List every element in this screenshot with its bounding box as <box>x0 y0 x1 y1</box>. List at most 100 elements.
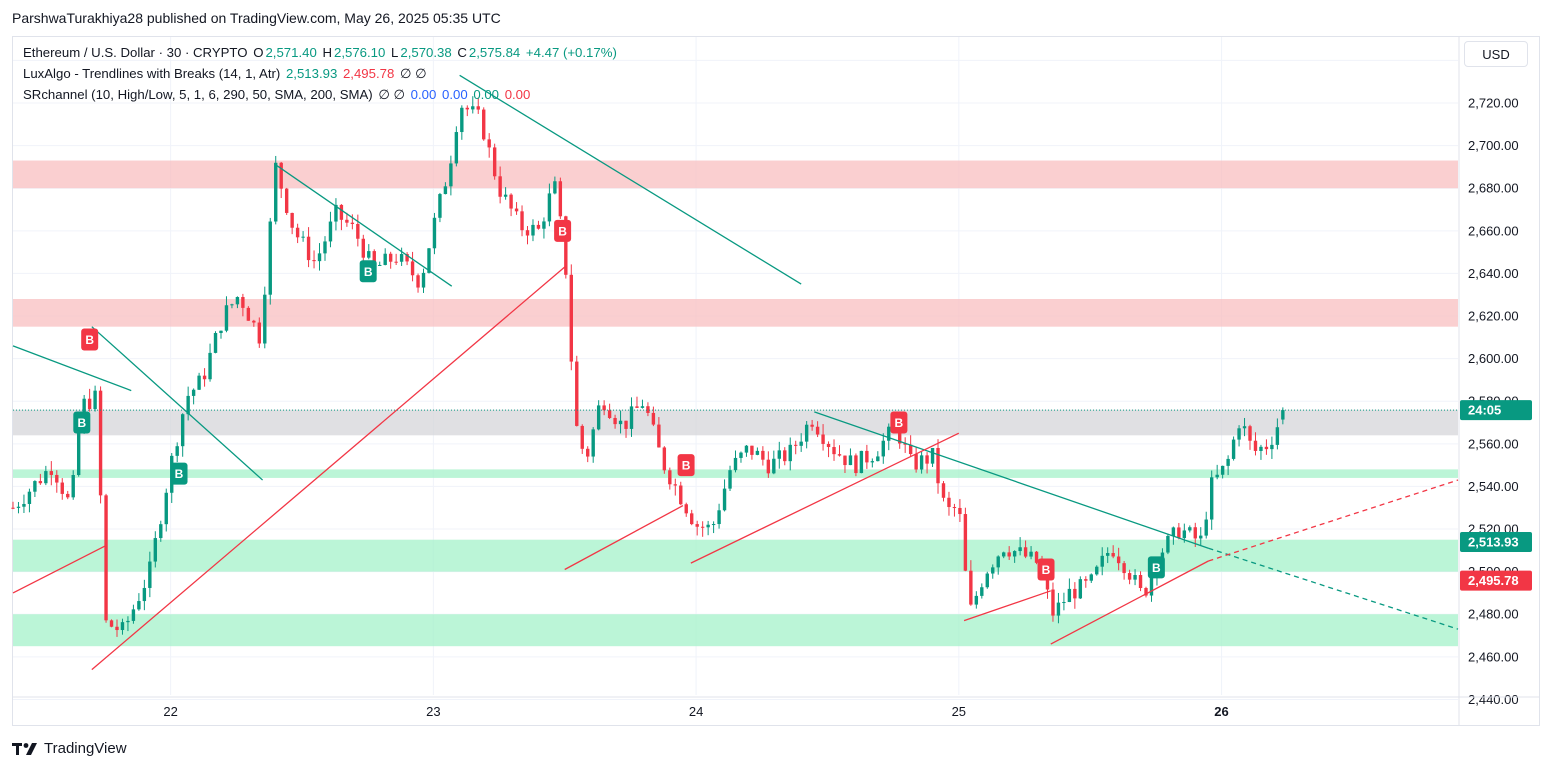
tradingview-brand[interactable]: TradingView <box>12 740 127 757</box>
candle-body <box>115 626 119 631</box>
break-marker-green <box>170 462 188 485</box>
candle-body <box>914 454 918 470</box>
indicator-legend-srchannel[interactable]: SRchannel (10, High/Low, 5, 1, 6, 290, 5… <box>23 87 532 103</box>
indicator-srchannel-name: SRchannel (10, High/Low, 5, 1, 6, 290, 5… <box>23 87 373 102</box>
candle-body <box>1226 458 1230 466</box>
candle-body <box>690 513 694 525</box>
candle-body <box>252 320 256 323</box>
candle-body <box>22 503 26 507</box>
candle-body <box>607 410 612 418</box>
candle-body <box>1193 527 1197 539</box>
break-marker-label: B <box>682 459 691 473</box>
candle-body <box>859 450 864 474</box>
candle-body <box>104 495 108 621</box>
trendline-red <box>1050 560 1209 645</box>
candle-body <box>230 304 234 306</box>
candle-body <box>908 444 913 455</box>
break-marker-red <box>1037 558 1055 581</box>
price-tag-label: 2,513.93 <box>1468 534 1519 549</box>
candle-body <box>399 254 404 262</box>
candle-body <box>66 493 70 498</box>
candle-body <box>1237 428 1241 440</box>
break-marker-label: B <box>558 224 567 238</box>
candle-body <box>903 443 907 445</box>
candle-body <box>361 238 365 258</box>
candle-body <box>766 459 771 474</box>
candle-body <box>284 188 289 213</box>
candle-body <box>635 406 639 408</box>
candle-body <box>854 455 858 474</box>
candle-body <box>312 260 316 262</box>
candle-body <box>706 524 710 528</box>
candle-body <box>93 390 97 410</box>
candle-body <box>306 236 311 261</box>
change-value: +4.47 (+0.17%) <box>525 45 617 60</box>
indicator-legend-trendlines[interactable]: LuxAlgo - Trendlines with Breaks (14, 1,… <box>23 66 429 82</box>
candle-body <box>991 567 995 574</box>
sr-zone-red <box>13 298 1458 327</box>
candle-body <box>640 406 645 408</box>
low-label: L <box>391 45 399 60</box>
candle-body <box>810 424 814 427</box>
candle-body <box>1242 426 1247 429</box>
currency-button[interactable]: USD <box>1464 41 1528 67</box>
trendline-green <box>1208 547 1459 630</box>
candle-body <box>531 224 535 236</box>
candle-body <box>1067 588 1072 603</box>
price-tag <box>1460 531 1532 552</box>
candle-body <box>487 139 491 148</box>
candle-body <box>1029 551 1033 557</box>
candle-body <box>449 163 453 187</box>
indicator-trendlines-null: ∅ ∅ <box>399 66 427 81</box>
indicator-trendlines-value-2: 2,495.78 <box>342 66 395 81</box>
candle-body <box>202 375 207 380</box>
candle-body <box>1034 551 1039 563</box>
trendline-red <box>963 590 1051 622</box>
candle-body <box>1253 440 1258 451</box>
price-axis-label: 2,460.00 <box>1468 649 1519 664</box>
candle-body <box>175 446 179 456</box>
break-marker-green <box>73 411 91 434</box>
candle-body <box>1111 553 1115 557</box>
high-value: 2,576.10 <box>334 45 386 60</box>
low-value: 2,570.38 <box>400 45 452 60</box>
price-axis-label: 2,620.00 <box>1468 309 1519 324</box>
symbol-legend[interactable]: Ethereum / U.S. Dollar · 30 · CRYPTO O 2,… <box>23 45 619 60</box>
candle-body <box>241 297 245 308</box>
candle-body <box>60 482 64 494</box>
candle-body <box>1062 602 1066 604</box>
high-label: H <box>322 45 332 60</box>
candle-body <box>783 450 787 462</box>
candle-body <box>673 484 677 486</box>
candle-body <box>191 389 196 396</box>
candle-body <box>498 176 502 197</box>
time-axis-label: 22 <box>163 704 177 719</box>
candle-body <box>49 471 54 475</box>
candle-body <box>980 587 984 596</box>
candle-body <box>509 194 513 209</box>
candle-body <box>1248 426 1252 441</box>
price-tag-label: 24:05 <box>1468 403 1501 418</box>
price-tag-label: 2,495.78 <box>1468 573 1519 588</box>
candle-body <box>865 450 869 463</box>
candle-body <box>1133 575 1137 580</box>
candle-body <box>235 297 240 305</box>
price-axis-label: 2,700.00 <box>1468 138 1519 153</box>
candle-body <box>492 147 497 177</box>
candle-body <box>38 481 43 484</box>
symbol-title: Ethereum / U.S. Dollar · 30 · CRYPTO <box>23 45 248 60</box>
candle-body <box>427 248 431 273</box>
candle-body <box>137 601 141 610</box>
candle-body <box>613 417 617 425</box>
candle-body <box>224 305 229 331</box>
candle-body <box>575 361 579 426</box>
candle-body <box>383 253 387 265</box>
candle-body <box>109 620 114 627</box>
sr-zone-green <box>13 539 1458 572</box>
candle-body <box>804 424 809 442</box>
price-tag <box>1460 400 1532 421</box>
candle-body <box>1089 574 1093 581</box>
candle-body <box>887 426 891 441</box>
candle-body <box>821 434 825 444</box>
